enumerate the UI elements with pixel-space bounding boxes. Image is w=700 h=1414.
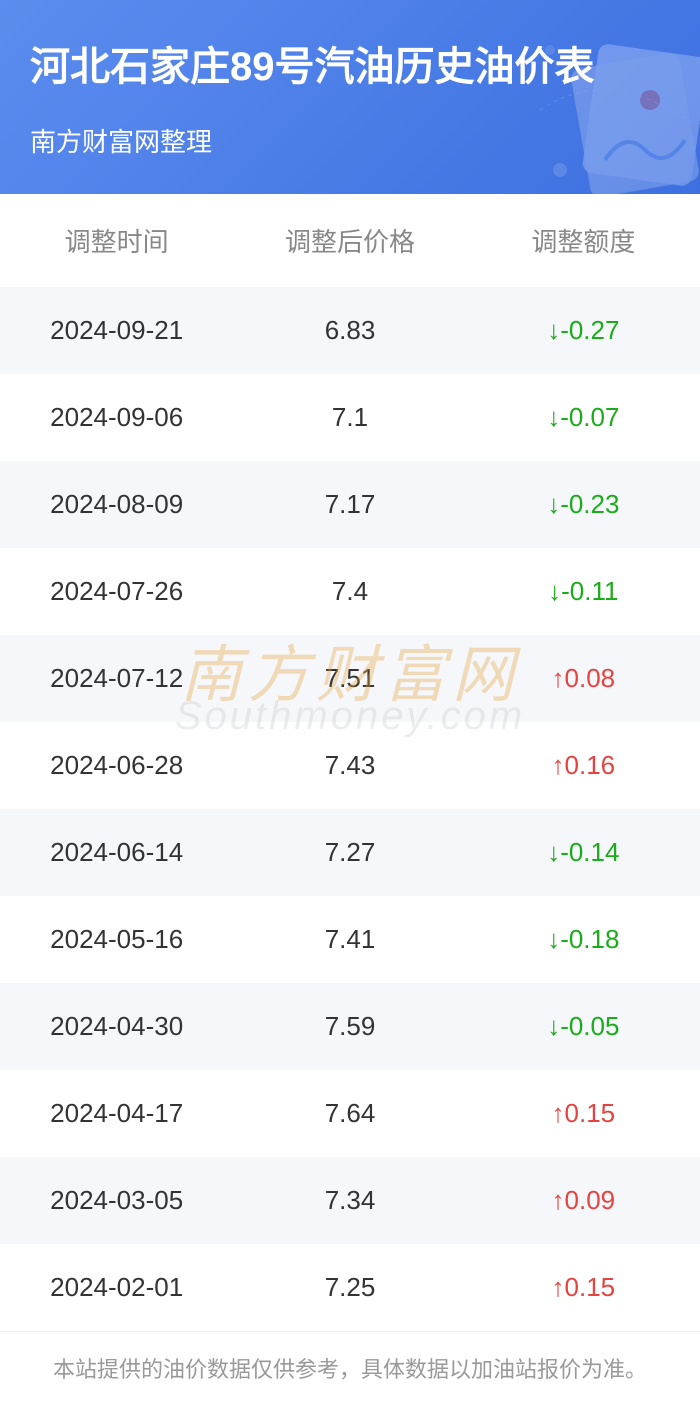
table-row: 2024-09-067.1↓-0.07 (0, 374, 700, 461)
table-row: 2024-07-267.4↓-0.11 (0, 548, 700, 635)
cell-change: ↓-0.18 (467, 896, 700, 983)
cell-price: 7.4 (233, 548, 466, 635)
page-subtitle: 南方财富网整理 (30, 122, 670, 159)
cell-price: 7.25 (233, 1244, 466, 1331)
cell-change: ↑0.09 (467, 1157, 700, 1244)
cell-date: 2024-09-21 (0, 287, 233, 374)
table-row: 2024-04-307.59↓-0.05 (0, 983, 700, 1070)
cell-change: ↓-0.27 (467, 287, 700, 374)
cell-price: 7.59 (233, 983, 466, 1070)
col-header-date: 调整时间 (0, 194, 233, 287)
cell-change: ↓-0.11 (467, 548, 700, 635)
cell-date: 2024-07-26 (0, 548, 233, 635)
page-header: 河北石家庄89号汽油历史油价表 南方财富网整理 (0, 0, 700, 194)
table-row: 2024-02-017.25↑0.15 (0, 1244, 700, 1331)
table-row: 2024-06-147.27↓-0.14 (0, 809, 700, 896)
cell-date: 2024-04-30 (0, 983, 233, 1070)
cell-date: 2024-04-17 (0, 1070, 233, 1157)
table-row: 2024-06-287.43↑0.16 (0, 722, 700, 809)
cell-change: ↑0.15 (467, 1070, 700, 1157)
col-header-price: 调整后价格 (233, 194, 466, 287)
table-row: 2024-04-177.64↑0.15 (0, 1070, 700, 1157)
cell-price: 7.1 (233, 374, 466, 461)
table-row: 2024-03-057.34↑0.09 (0, 1157, 700, 1244)
header-decoration-icon (520, 10, 700, 194)
table-row: 2024-08-097.17↓-0.23 (0, 461, 700, 548)
cell-date: 2024-03-05 (0, 1157, 233, 1244)
cell-change: ↓-0.23 (467, 461, 700, 548)
cell-change: ↓-0.05 (467, 983, 700, 1070)
cell-change: ↑0.08 (467, 635, 700, 722)
cell-price: 7.17 (233, 461, 466, 548)
cell-date: 2024-02-01 (0, 1244, 233, 1331)
col-header-change: 调整额度 (467, 194, 700, 287)
cell-price: 7.27 (233, 809, 466, 896)
page-title: 河北石家庄89号汽油历史油价表 (30, 40, 670, 94)
cell-date: 2024-06-14 (0, 809, 233, 896)
cell-change: ↓-0.14 (467, 809, 700, 896)
price-table: 调整时间 调整后价格 调整额度 2024-09-216.83↓-0.272024… (0, 194, 700, 1331)
cell-price: 7.51 (233, 635, 466, 722)
cell-price: 6.83 (233, 287, 466, 374)
cell-price: 7.43 (233, 722, 466, 809)
cell-date: 2024-05-16 (0, 896, 233, 983)
footer-disclaimer: 本站提供的油价数据仅供参考，具体数据以加油站报价为准。 (0, 1331, 700, 1414)
cell-price: 7.34 (233, 1157, 466, 1244)
cell-date: 2024-07-12 (0, 635, 233, 722)
cell-change: ↓-0.07 (467, 374, 700, 461)
cell-date: 2024-06-28 (0, 722, 233, 809)
table-row: 2024-05-167.41↓-0.18 (0, 896, 700, 983)
table-header-row: 调整时间 调整后价格 调整额度 (0, 194, 700, 287)
table-row: 2024-07-127.51↑0.08 (0, 635, 700, 722)
cell-change: ↑0.16 (467, 722, 700, 809)
cell-price: 7.64 (233, 1070, 466, 1157)
cell-date: 2024-09-06 (0, 374, 233, 461)
table-row: 2024-09-216.83↓-0.27 (0, 287, 700, 374)
cell-change: ↑0.15 (467, 1244, 700, 1331)
cell-date: 2024-08-09 (0, 461, 233, 548)
cell-price: 7.41 (233, 896, 466, 983)
